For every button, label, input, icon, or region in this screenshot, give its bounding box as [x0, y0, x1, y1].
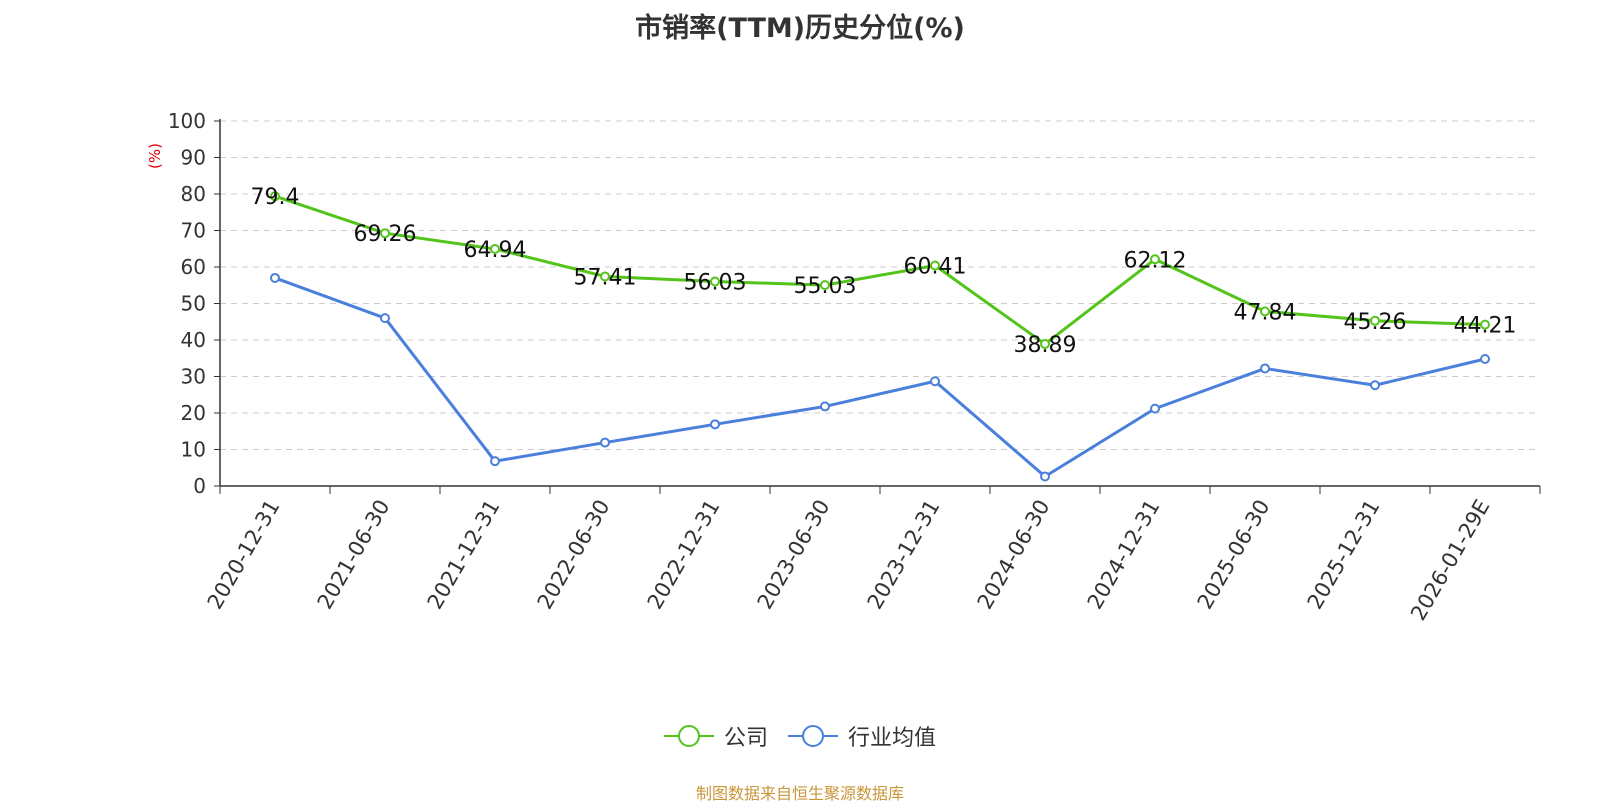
- chart-title: 市销率(TTM)历史分位(%): [635, 13, 965, 44]
- line-circle-icon: [788, 725, 838, 747]
- y-tick-label: 60: [181, 255, 206, 279]
- data-label-company: 62.12: [1124, 248, 1187, 273]
- x-tick-label: 2025-06-30: [1193, 496, 1275, 614]
- data-point-industry-average[interactable]: [1370, 380, 1380, 391]
- x-tick-label: 2024-06-30: [973, 496, 1055, 614]
- data-source-note: 制图数据来自恒生聚源数据库: [695, 784, 904, 803]
- legend-item-company[interactable]: 公司: [663, 720, 768, 752]
- y-tick-label: 50: [181, 292, 206, 316]
- data-label-company: 69.26: [354, 222, 417, 247]
- data-point-industry-average[interactable]: [490, 456, 500, 467]
- x-tick-label: 2024-12-31: [1083, 496, 1165, 614]
- x-tick-label: 2023-12-31: [863, 496, 945, 614]
- series-line-industry-average: [274, 276, 1486, 479]
- axes: 0 10 20 30 40 50 60 70 80 90 100 2020-12-31 2021-06-…: [168, 109, 1541, 625]
- legend-label-company: 公司: [723, 726, 768, 751]
- data-point-industry-average[interactable]: [1480, 353, 1490, 364]
- x-tick-label: 2026-01-29E: [1406, 496, 1494, 625]
- data-point-company[interactable]: [380, 228, 390, 239]
- grid-lines: [220, 120, 1540, 450]
- data-point-company[interactable]: [1040, 339, 1050, 350]
- x-tick-label: 2021-12-31: [423, 496, 505, 614]
- y-tick-label: 40: [181, 328, 206, 352]
- x-tick-label: 2022-06-30: [533, 496, 615, 614]
- data-label-company: 47.84: [1234, 300, 1297, 325]
- data-label-company: 60.41: [904, 255, 967, 280]
- data-label-company: 38.89: [1014, 333, 1077, 358]
- series-lines: [270, 191, 1490, 482]
- data-point-company[interactable]: [930, 260, 940, 271]
- data-point-industry-average[interactable]: [600, 437, 610, 448]
- y-tick-label: 70: [181, 219, 206, 243]
- data-point-industry-average[interactable]: [930, 376, 940, 387]
- y-tick-label: 100: [168, 109, 206, 133]
- y-tick-label: 80: [181, 182, 206, 206]
- data-point-company[interactable]: [490, 243, 500, 254]
- y-tick-label: 90: [181, 146, 206, 170]
- data-point-industry-average[interactable]: [1260, 363, 1270, 374]
- x-tick-label: 2020-12-31: [203, 496, 285, 614]
- data-label-company: 64.94: [464, 238, 527, 263]
- data-point-company[interactable]: [600, 271, 610, 282]
- data-label-company: 57.41: [574, 265, 637, 290]
- data-point-company[interactable]: [710, 276, 720, 287]
- data-point-industry-average[interactable]: [710, 419, 720, 430]
- data-point-company[interactable]: [270, 191, 280, 202]
- y-tick-label: 20: [181, 401, 206, 425]
- data-point-industry-average[interactable]: [270, 272, 280, 283]
- data-label-company: 55.03: [794, 274, 857, 299]
- data-point-company[interactable]: [1370, 315, 1380, 326]
- data-point-industry-average[interactable]: [820, 401, 830, 412]
- data-labels: 79.4 69.26 64.94 57.41 56.03 55.03 60.41 38.89 6…: [251, 185, 1517, 358]
- data-label-company: 79.4: [251, 185, 300, 210]
- legend: 公司 行业均值: [0, 720, 1600, 752]
- x-tick-label: 2022-12-31: [643, 496, 725, 614]
- data-point-industry-average[interactable]: [380, 313, 390, 324]
- data-label-company: 56.03: [684, 270, 747, 295]
- y-tick-label: 0: [193, 474, 206, 498]
- legend-label-industry-average: 行业均值: [848, 726, 937, 751]
- y-axis-label: (%): [146, 143, 164, 169]
- x-tick-label: 2023-06-30: [753, 496, 835, 614]
- line-circle-icon: [663, 725, 714, 747]
- data-point-industry-average[interactable]: [1150, 403, 1160, 414]
- data-point-company[interactable]: [1260, 306, 1270, 317]
- data-label-company: 44.21: [1454, 314, 1517, 339]
- data-point-company[interactable]: [1480, 319, 1490, 330]
- x-tick-label: 2021-06-30: [313, 496, 395, 614]
- data-point-industry-average[interactable]: [1040, 471, 1050, 482]
- data-label-company: 45.26: [1344, 310, 1407, 335]
- y-tick-label: 30: [181, 365, 206, 389]
- data-point-company[interactable]: [1150, 254, 1160, 265]
- x-tick-label: 2025-12-31: [1303, 496, 1385, 614]
- series-line-company: [274, 194, 1486, 346]
- legend-item-industry-average[interactable]: 行业均值: [788, 720, 936, 752]
- data-point-company[interactable]: [820, 280, 830, 291]
- y-tick-label: 10: [181, 438, 206, 462]
